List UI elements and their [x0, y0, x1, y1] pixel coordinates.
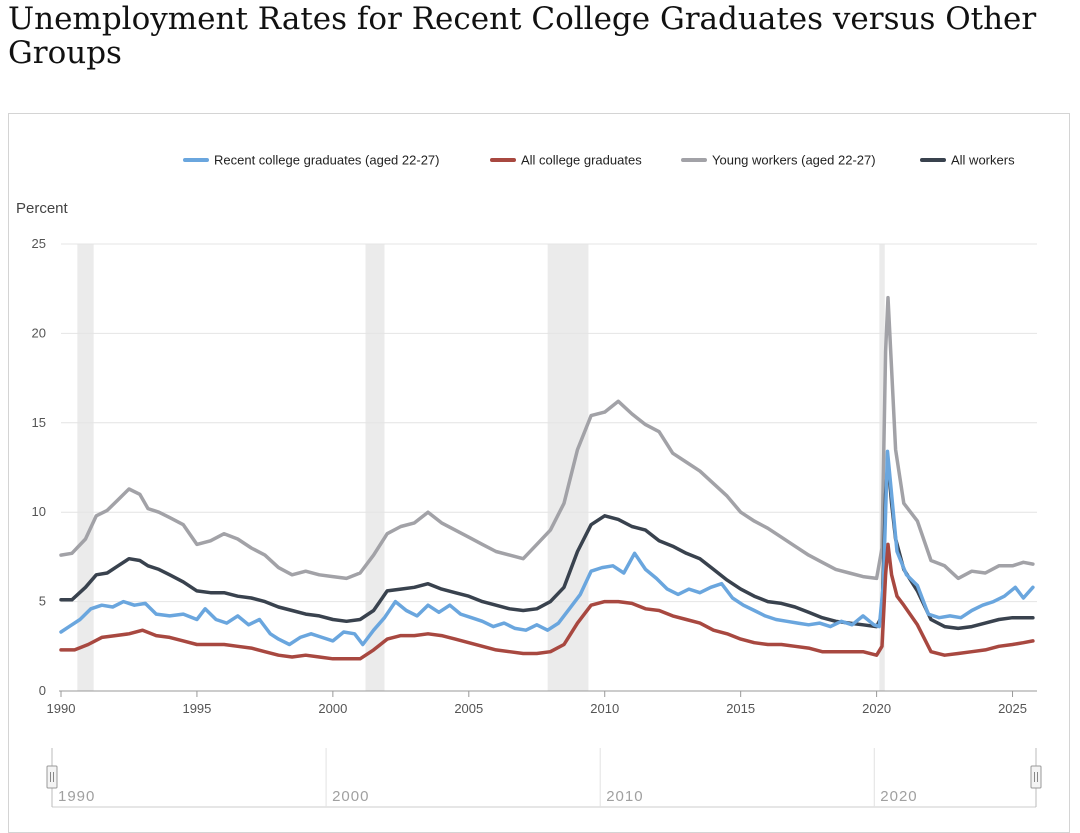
x-tick-label-1995: 1995 — [182, 701, 211, 716]
y-axis-label: Percent — [16, 200, 69, 217]
legend-item-all-workers[interactable]: All workers — [920, 153, 1015, 168]
x-axis: 1990 1995 2000 2005 2010 2015 2020 2025 — [47, 690, 1037, 716]
y-tick-label-20: 20 — [32, 325, 46, 340]
x-tick-label-2010: 2010 — [590, 701, 619, 716]
gridlines — [61, 243, 1037, 603]
legend-label: All workers — [951, 153, 1015, 168]
handle-body — [46, 765, 58, 789]
x-tick-label-2015: 2015 — [726, 701, 755, 716]
series-line-all-college-graduates[interactable] — [59, 542, 1035, 661]
recession-band-1 — [77, 244, 94, 691]
navigator-handle-right[interactable] — [1030, 765, 1042, 789]
x-tick-label-2005: 2005 — [454, 701, 483, 716]
handle-body — [1030, 765, 1042, 789]
legend-label: All college graduates — [521, 153, 642, 168]
recession-band-3 — [547, 244, 589, 691]
y-tick-label-0: 0 — [39, 683, 46, 698]
recession-bands — [77, 244, 885, 691]
x-tick-label-1990: 1990 — [47, 701, 76, 716]
y-tick-label-15: 15 — [32, 415, 46, 430]
chart-panel: Recent college graduates (aged 22-27) All… — [8, 113, 1070, 833]
y-tick-label-10: 10 — [32, 504, 46, 519]
legend-item-young-workers-aged-22-27[interactable]: Young workers (aged 22-27) — [681, 153, 876, 168]
x-tick-label-2020: 2020 — [862, 701, 891, 716]
legend-label: Young workers (aged 22-27) — [712, 153, 876, 168]
legend-item-recent-college-graduates-aged-22-27[interactable]: Recent college graduates (aged 22-27) — [183, 153, 439, 168]
series-lines[interactable] — [59, 295, 1035, 661]
recession-band-2 — [365, 244, 385, 691]
series-line-young-workers-aged-22-27[interactable] — [59, 295, 1035, 581]
x-tick-label-2000: 2000 — [318, 701, 347, 716]
legend[interactable]: Recent college graduates (aged 22-27) All… — [183, 153, 1015, 168]
navigator-label-1990: 1990 — [58, 788, 95, 805]
legend-label: Recent college graduates (aged 22-27) — [214, 153, 439, 168]
range-navigator[interactable]: 1990 2000 2010 2020 — [46, 748, 1042, 808]
navigator-handle-left[interactable] — [46, 765, 58, 789]
navigator-label-2010: 2010 — [606, 788, 643, 805]
line-chart[interactable]: Recent college graduates (aged 22-27) All… — [9, 114, 1069, 820]
series-line-recent-college-graduates-aged-22-27[interactable] — [59, 449, 1035, 647]
y-tick-label-25: 25 — [32, 236, 46, 251]
legend-item-all-college-graduates[interactable]: All college graduates — [490, 153, 642, 168]
x-tick-label-2025: 2025 — [998, 701, 1027, 716]
y-axis-ticks: 0 5 10 15 20 25 — [32, 236, 46, 698]
navigator-label-2020: 2020 — [880, 788, 917, 805]
y-tick-label-5: 5 — [39, 594, 46, 609]
chart-title: Unemployment Rates for Recent College Gr… — [8, 1, 1037, 71]
navigator-label-2000: 2000 — [332, 788, 369, 805]
